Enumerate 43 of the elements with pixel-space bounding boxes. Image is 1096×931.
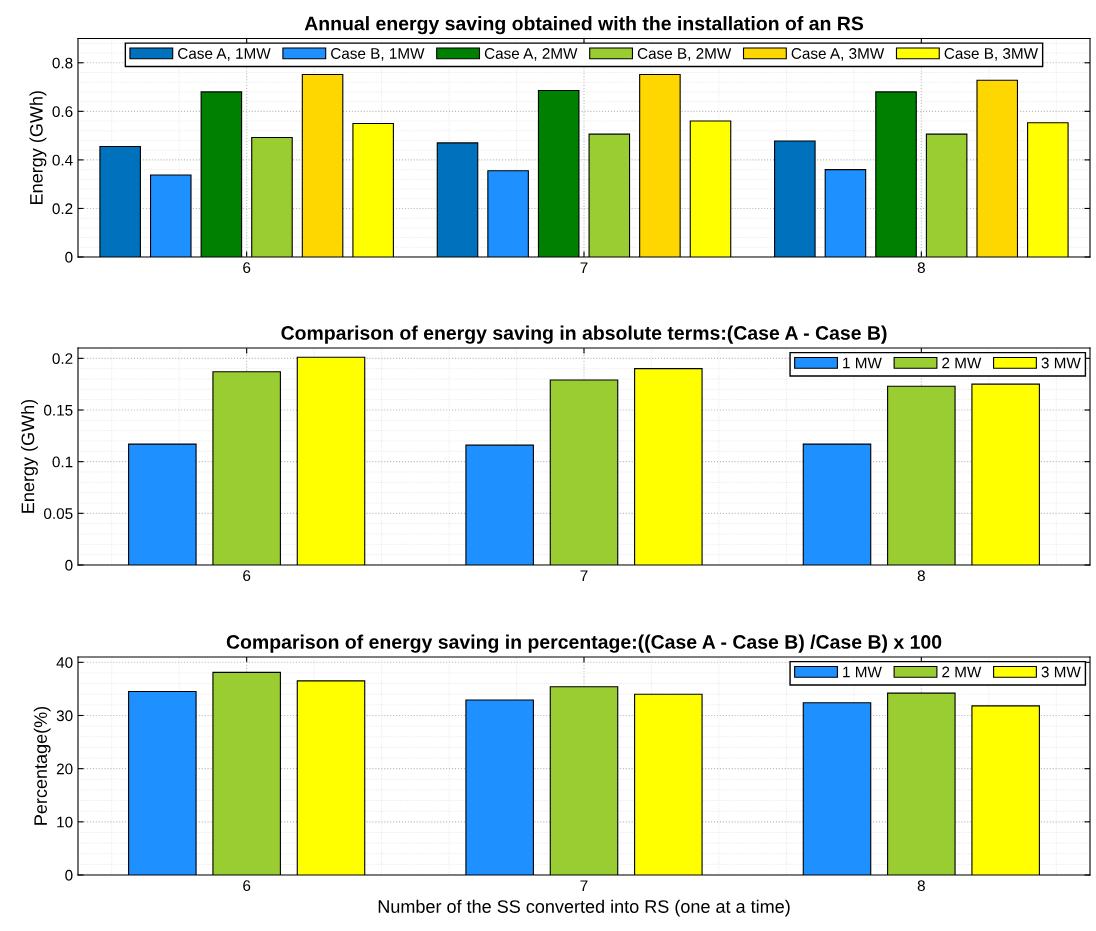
y-tick-label: 0: [65, 559, 73, 571]
y-tick-label: 0.1: [52, 456, 73, 468]
legend-label: Case B, 2MW: [637, 48, 732, 61]
legend-label: Case B, 3MW: [944, 48, 1039, 61]
y-tick-label: 40: [56, 657, 73, 668]
y-tick-label: 10: [57, 816, 73, 828]
x-tick-label: 8: [917, 262, 925, 274]
legend-label: 1 MW: [843, 357, 882, 369]
y-tick-label: 20: [56, 763, 73, 775]
y-tick-label: 0.2: [52, 203, 73, 215]
y-axis-title: Energy (GWh): [21, 399, 38, 513]
legend-label: 3 MW: [1041, 666, 1081, 678]
y-tick-label: 0.05: [44, 508, 73, 520]
legend-label: Case A, 1MW: [178, 48, 271, 61]
x-tick-label: 7: [580, 262, 588, 273]
chart-title: Annual energy saving obtained with the installation of an RS: [304, 16, 864, 35]
y-tick-label: 0.6: [52, 106, 73, 118]
legend-label: 1 MW: [843, 666, 882, 678]
y-tick-label: 0: [65, 869, 73, 881]
legend-label: Case A, 2MW: [484, 48, 578, 61]
x-tick-label: 7: [580, 880, 588, 891]
x-tick-label: 6: [243, 570, 251, 582]
x-tick-label: 6: [243, 262, 251, 274]
y-axis-title: Percentage(%): [33, 706, 51, 825]
y-tick-label: 0.15: [44, 404, 73, 416]
legend-label: 3 MW: [1041, 357, 1081, 369]
x-axis-title: Number of the SS converted into RS (one at a time): [378, 899, 790, 917]
y-tick-label: 0.2: [52, 353, 73, 365]
x-tick-label: 8: [917, 880, 925, 892]
y-tick-label: 30: [56, 710, 73, 722]
y-axis-title: Energy (GWh): [29, 91, 47, 204]
x-tick-label: 6: [243, 880, 251, 892]
y-tick-label: 0: [65, 251, 73, 263]
x-tick-label: 8: [917, 570, 925, 582]
legend-label: 2 MW: [942, 357, 982, 369]
chart-title: Comparison of energy saving in absolute terms:(Case A - Case B): [281, 325, 887, 344]
x-tick-label: 7: [580, 570, 588, 581]
legend-label: Case B, 1MW: [331, 48, 425, 61]
legend-label: 2 MW: [942, 666, 982, 678]
chart-title: Comparison of energy saving in percentage:((Case A - Case B) /Case B) x 100: [226, 634, 942, 653]
y-tick-label: 0.8: [52, 57, 73, 69]
y-tick-label: 0.4: [52, 154, 73, 166]
legend-label: Case A, 3MW: [791, 48, 885, 61]
